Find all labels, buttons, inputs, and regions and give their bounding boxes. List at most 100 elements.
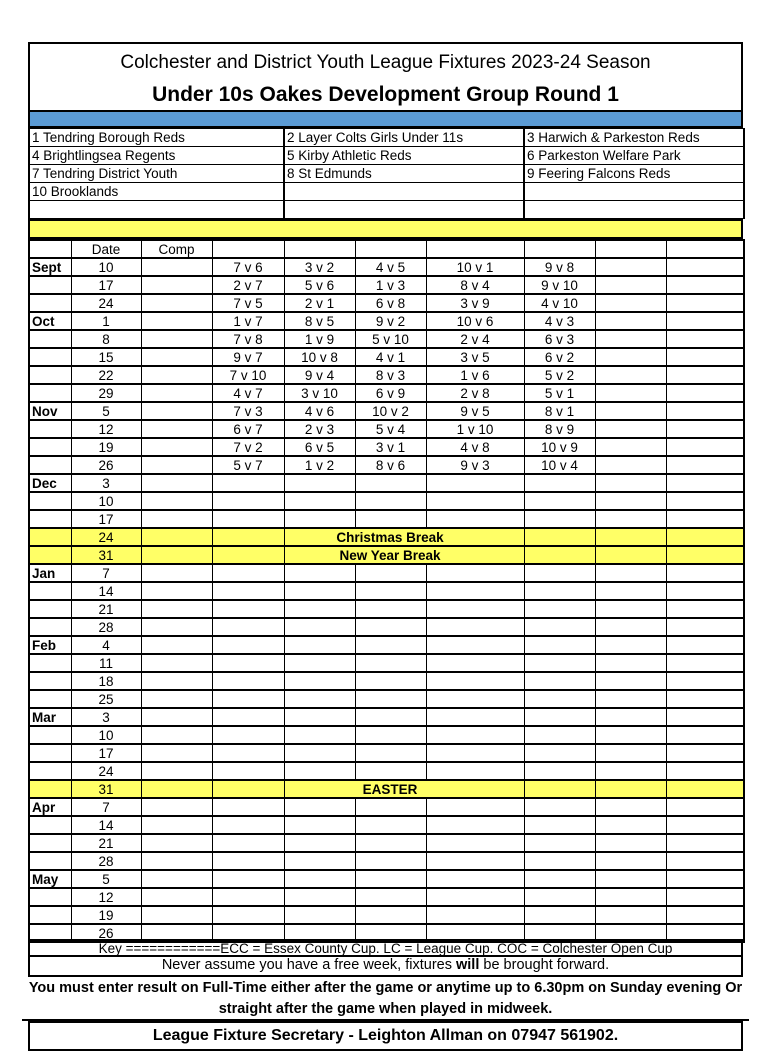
- month-cell: [28, 815, 72, 835]
- fixture-cell: 7 v 2: [211, 437, 285, 457]
- month-cell: [28, 383, 72, 403]
- fixture-cell: [523, 581, 596, 601]
- fixture-cell: [665, 545, 745, 565]
- comp-cell: [140, 761, 213, 781]
- fixture-cell: 10 v 4: [523, 455, 596, 475]
- fixture-row: 28: [28, 851, 745, 871]
- fixture-cell: 4 v 1: [354, 347, 427, 367]
- month-cell: [28, 689, 72, 709]
- fixture-cell: [283, 635, 356, 655]
- fixture-cell: [665, 725, 745, 745]
- month-cell: Mar: [28, 707, 72, 727]
- fixture-cell: [283, 473, 356, 493]
- fixture-row: Apr 7: [28, 797, 745, 817]
- fixture-cell: [594, 869, 667, 889]
- fixture-cell: [594, 653, 667, 673]
- fixture-cell: [523, 743, 596, 763]
- fixture-cell: 4 v 8: [425, 437, 525, 457]
- fixture-cell: [523, 617, 596, 637]
- fixture-cell: [665, 923, 745, 943]
- fixture-cell: 8 v 9: [523, 419, 596, 439]
- comp-cell: [140, 797, 213, 817]
- comp-cell: [140, 401, 213, 421]
- fixture-cell: [594, 563, 667, 583]
- month-cell: Jan: [28, 563, 72, 583]
- fixture-cell: [354, 869, 427, 889]
- month-cell: [28, 599, 72, 619]
- fixture-cell: 8 v 6: [354, 455, 427, 475]
- fixture-row: 19: [28, 905, 745, 925]
- fixture-cell: [211, 617, 285, 637]
- fixture-cell: [283, 743, 356, 763]
- team-cell: 1 Tendring Borough Reds: [28, 128, 285, 147]
- fixture-cell: [665, 527, 745, 547]
- comp-cell: [140, 869, 213, 889]
- fixture-cell: [523, 887, 596, 907]
- fixture-cell: [354, 653, 427, 673]
- fixture-cell: [594, 473, 667, 493]
- month-cell: [28, 851, 72, 871]
- fixture-cell: [523, 689, 596, 709]
- team-cell: [523, 200, 745, 219]
- fixture-cell: [425, 689, 525, 709]
- fixture-cell: [523, 671, 596, 691]
- team-cell: 9 Feering Falcons Reds: [523, 164, 745, 183]
- fixture-row: 11: [28, 653, 745, 673]
- fixture-cell: 7 v 10: [211, 365, 285, 385]
- date-cell: 21: [70, 599, 142, 619]
- fixture-cell: 6 v 7: [211, 419, 285, 439]
- fixture-cell: [211, 707, 285, 727]
- fixture-cell: [211, 725, 285, 745]
- fixture-cell: [665, 257, 745, 277]
- month-cell: [28, 761, 72, 781]
- date-cell: 17: [70, 509, 142, 529]
- date-cell: 10: [70, 257, 142, 277]
- team-cell: 2 Layer Colts Girls Under 11s: [283, 128, 525, 147]
- fixture-cell: [594, 293, 667, 313]
- fixture-cell: 5 v 2: [523, 365, 596, 385]
- fixture-row: 24: [28, 761, 745, 781]
- teams-row: 4 Brightlingsea Regents 5 Kirby Athletic …: [28, 146, 745, 165]
- date-cell: 24: [70, 293, 142, 313]
- comp-cell: [140, 275, 213, 295]
- fixture-cell: [594, 905, 667, 925]
- fixture-cell: [665, 509, 745, 529]
- month-cell: [28, 347, 72, 367]
- month-cell: [28, 293, 72, 313]
- fixture-row: Jan 7: [28, 563, 745, 583]
- fixture-cell: [594, 491, 667, 511]
- date-cell: 3: [70, 473, 142, 493]
- fixture-cell: [211, 851, 285, 871]
- fixture-cell: [594, 725, 667, 745]
- fixture-cell: [283, 869, 356, 889]
- comp-cell: [140, 329, 213, 349]
- fixture-cell: 9 v 5: [425, 401, 525, 421]
- date-cell: 28: [70, 851, 142, 871]
- fixture-cell: 5 v 7: [211, 455, 285, 475]
- fixture-cell: [594, 437, 667, 457]
- fixture-cell: 6 v 5: [283, 437, 356, 457]
- fixture-cell: [594, 311, 667, 331]
- fixture-cell: [594, 689, 667, 709]
- fixture-cell: 7 v 6: [211, 257, 285, 277]
- date-cell: 25: [70, 689, 142, 709]
- month-cell: [28, 653, 72, 673]
- month-cell: [28, 617, 72, 637]
- fixture-row: Feb 4: [28, 635, 745, 655]
- fixture-cell: [354, 725, 427, 745]
- fixture-cell: [665, 599, 745, 619]
- fixture-cell: 4 v 5: [354, 257, 427, 277]
- fixture-cell: [523, 869, 596, 889]
- comp-cell: [140, 743, 213, 763]
- results-instruction: You must enter result on Full-Time eithe…: [22, 977, 749, 1021]
- date-cell: 17: [70, 275, 142, 295]
- date-cell: 26: [70, 455, 142, 475]
- fixture-cell: 3 v 10: [283, 383, 356, 403]
- fixture-cell: [354, 905, 427, 925]
- fixture-cell: [665, 293, 745, 313]
- date-cell: 31: [70, 779, 142, 799]
